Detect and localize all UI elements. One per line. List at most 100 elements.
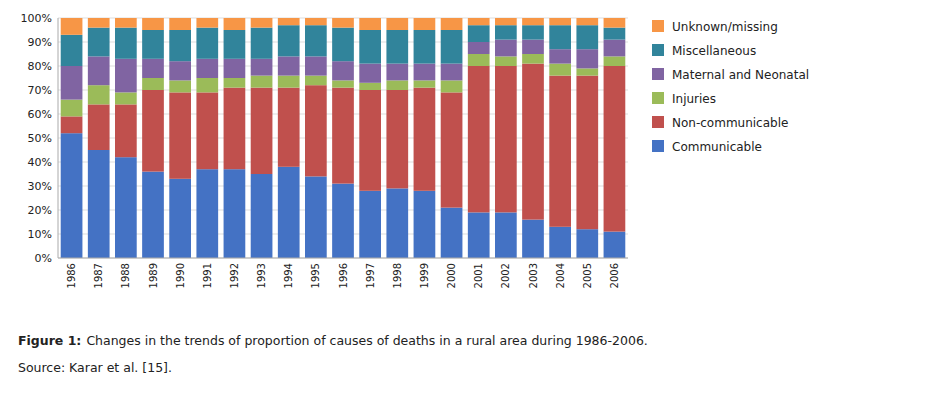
bar-segment xyxy=(549,64,571,76)
bar-segment xyxy=(332,88,354,184)
bar-segment xyxy=(88,28,110,57)
bar-segment xyxy=(604,232,626,258)
bar-segment xyxy=(115,28,137,59)
y-tick-label: 90% xyxy=(28,36,52,49)
bar-segment xyxy=(468,25,490,42)
bar-segment xyxy=(224,30,246,59)
bar-segment xyxy=(495,66,517,212)
legend-label: Unknown/missing xyxy=(672,20,778,34)
x-tick-label: 1998 xyxy=(392,263,403,288)
bar-segment xyxy=(88,56,110,85)
x-tick-label: 1990 xyxy=(175,263,186,288)
x-tick-label: 1986 xyxy=(66,263,77,288)
bar-segment xyxy=(196,78,218,92)
y-axis-line xyxy=(58,18,59,258)
bar-segment xyxy=(251,28,273,59)
bar-segment xyxy=(305,18,327,25)
bar-segment xyxy=(169,80,191,92)
bar-segment xyxy=(441,208,463,258)
bar-segment xyxy=(468,66,490,212)
legend-swatch xyxy=(652,140,664,152)
bar-segment xyxy=(305,176,327,258)
bar-segment xyxy=(196,18,218,28)
bar-segment xyxy=(576,76,598,230)
bar-segment xyxy=(115,18,137,28)
y-tick-label: 50% xyxy=(28,132,52,145)
bar-segment xyxy=(61,133,83,258)
bar-segment xyxy=(142,18,164,30)
legend-swatch xyxy=(652,44,664,56)
bar-segment xyxy=(61,35,83,66)
bar-segment xyxy=(495,40,517,57)
bar-segment xyxy=(61,116,83,133)
bar-segment xyxy=(468,42,490,54)
y-tick-label: 30% xyxy=(28,180,52,193)
bar-segment xyxy=(549,25,571,49)
y-tick-label: 80% xyxy=(28,60,52,73)
legend-swatch xyxy=(652,20,664,32)
bar-segment xyxy=(604,28,626,40)
bar-segment xyxy=(576,229,598,258)
bar-segment xyxy=(359,191,381,258)
bar-segment xyxy=(441,80,463,92)
bar-segment xyxy=(386,188,408,258)
bar-segment xyxy=(61,18,83,35)
bar-segment xyxy=(169,30,191,61)
bar-segment xyxy=(196,92,218,169)
bar-segment xyxy=(522,18,544,25)
x-tick-label: 1988 xyxy=(120,263,131,288)
bar-segment xyxy=(278,25,300,56)
x-tick-label: 1997 xyxy=(365,263,376,288)
bar-segment xyxy=(88,150,110,258)
bar-segment xyxy=(169,179,191,258)
bar-segment xyxy=(196,59,218,78)
bar-segment xyxy=(115,59,137,93)
bar-segment xyxy=(522,40,544,54)
bar-segment xyxy=(522,54,544,64)
bar-segment xyxy=(549,18,571,25)
bar-segment xyxy=(142,59,164,78)
bar-segment xyxy=(224,78,246,88)
y-tick-label: 100% xyxy=(21,12,52,25)
y-tick-label: 20% xyxy=(28,204,52,217)
bar-segment xyxy=(576,49,598,68)
x-tick-label: 2000 xyxy=(446,263,457,288)
bar-segment xyxy=(88,104,110,150)
legend: Unknown/missingMiscellaneousMaternal and… xyxy=(652,20,809,154)
bar-segment xyxy=(251,88,273,174)
grid xyxy=(58,18,628,258)
x-tick-label: 1996 xyxy=(338,263,349,288)
x-tick-label: 2005 xyxy=(582,263,593,288)
legend-swatch xyxy=(652,92,664,104)
bar-segment xyxy=(332,184,354,258)
caption-source: Source: Karar et al. [15]. xyxy=(18,360,172,375)
x-tick-label: 1999 xyxy=(419,263,430,288)
legend-swatch xyxy=(652,116,664,128)
bar-segment xyxy=(604,18,626,28)
bar-segment xyxy=(251,59,273,76)
bar-segment xyxy=(224,59,246,78)
bar-segment xyxy=(414,88,436,191)
bar-segment xyxy=(169,18,191,30)
bar-segment xyxy=(251,18,273,28)
legend-label: Injuries xyxy=(672,92,716,106)
bar-segment xyxy=(305,56,327,75)
bar-segment xyxy=(196,169,218,258)
bar-segment xyxy=(549,49,571,63)
bar-segment xyxy=(169,92,191,178)
x-tick-label: 1994 xyxy=(283,263,294,288)
x-tick-label: 1991 xyxy=(202,263,213,288)
bar-segment xyxy=(414,30,436,64)
bar-segment xyxy=(359,90,381,191)
bars xyxy=(61,18,626,258)
bar-segment xyxy=(332,18,354,28)
bar-segment xyxy=(386,90,408,188)
bar-segment xyxy=(441,18,463,30)
bar-segment xyxy=(441,64,463,81)
bar-segment xyxy=(88,18,110,28)
bar-segment xyxy=(549,76,571,227)
bar-segment xyxy=(359,64,381,83)
bar-segment xyxy=(305,85,327,176)
legend-label: Maternal and Neonatal xyxy=(672,68,809,82)
y-tick-label: 40% xyxy=(28,156,52,169)
